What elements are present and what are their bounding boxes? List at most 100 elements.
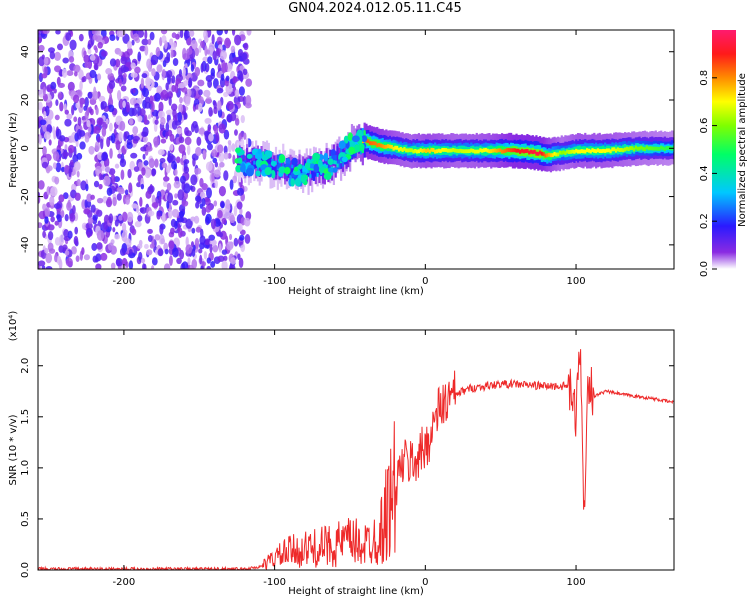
heatmap-noise-cell [38,222,43,229]
heatmap-ridge-cell [368,141,372,145]
heatmap-noise-cell [56,214,62,223]
heatmap-noise-cell [177,227,183,239]
heatmap-noise-cell [76,170,80,178]
heatmap-noise-cell [137,30,145,38]
heatmap-noise-cell [38,195,41,204]
heatmap-ridge-cell [481,148,484,153]
heatmap-ridge-cell [387,144,390,149]
heatmap-ridge-cell [253,148,256,163]
heatmap-noise-cell [206,143,213,151]
colorbar-tick-label: 0.2 [699,213,710,229]
heatmap-ridge-cell [453,148,457,153]
heatmap-ridge-cell [589,149,592,154]
heatmap-noise-cell [74,238,78,246]
heatmap-noise-cell [226,62,233,72]
heatmap-noise-cell [140,183,145,190]
heatmap-ridge-cell [372,141,375,146]
heatmap-noise-cell [64,214,69,222]
heatmap-ridge-cell [448,148,451,153]
heatmap-noise-cell [38,134,42,145]
heatmap-noise-cell [96,73,102,81]
heatmap-noise-cell [245,78,253,87]
heatmap-ridge-cell [450,148,453,153]
heatmap-noise-cell [69,212,76,222]
heatmap-noise-cell [219,50,227,61]
heatmap-noise-cell [86,193,93,203]
heatmap-noise-cell [233,205,238,217]
heatmap-ridge-cell [611,147,614,152]
heatmap-noise-cell [197,79,205,87]
y-tick-label: 40 [20,45,31,58]
x-tick-label: 0 [422,276,428,287]
heatmap-ridge-cell [412,149,415,154]
heatmap-noise-cell [128,118,134,125]
heatmap-ridge-blob [330,149,336,156]
heatmap-ridge-cell [533,149,536,154]
heatmap-noise-cell [54,176,60,185]
heatmap-ridge-cell [531,150,534,155]
heatmap-noise-cell [47,231,54,241]
bottom-plot-frame [37,329,675,571]
heatmap-noise-cell [139,196,143,207]
heatmap-noise-cell [143,160,149,166]
heatmap-noise-cell [233,237,239,247]
top-y-axis-label: Frequency (Hz) [8,112,19,188]
heatmap-ridge-cell [557,152,560,157]
heatmap-noise-cell [144,96,151,104]
heatmap-noise-cell [115,257,123,267]
heatmap-noise-cell [169,38,174,46]
heatmap-noise-cell [68,56,75,63]
heatmap-noise-cell [205,161,213,172]
heatmap-noise-cell [78,33,84,42]
heatmap-noise-cell [118,131,123,142]
heatmap-noise-cell [245,95,252,107]
heatmap-ridge-cell [506,147,509,152]
heatmap-noise-cell [145,145,153,152]
heatmap-noise-cell [200,228,204,238]
heatmap-noise-cell [44,207,51,218]
heatmap-noise-cell [63,103,67,112]
heatmap-noise-cell [107,104,115,113]
heatmap-noise-cell [208,234,216,241]
heatmap-noise-cell [174,83,179,94]
heatmap-noise-cell [246,30,252,36]
heatmap-noise-cell [83,254,91,261]
heatmap-noise-cell [122,66,130,73]
x-tick-label: 0 [422,577,428,588]
heatmap-noise-cell [183,112,188,120]
heatmap-ridge-cell [443,147,446,152]
heatmap-ridge-cell [258,162,261,177]
heatmap-ridge-blob [331,167,338,173]
heatmap-noise-cell [85,222,93,230]
heatmap-noise-cell [119,247,126,256]
heatmap-noise-cell [191,258,198,269]
heatmap-ridge-blob [264,166,272,176]
heatmap-noise-cell [168,240,175,250]
heatmap-noise-cell [199,191,206,200]
heatmap-ridge-cell [578,149,581,154]
heatmap-ridge-cell [430,147,433,152]
heatmap-noise-cell [169,227,175,235]
heatmap-noise-cell [236,187,244,196]
x-tick-label: -100 [263,276,286,287]
heatmap-noise-cell [64,109,69,115]
top-x-axis: -200 -100 0 100 [113,30,586,287]
heatmap-noise-cell [84,96,89,108]
heatmap-noise-cell [162,180,168,188]
heatmap-noise-cell [203,130,210,137]
heatmap-noise-cell [243,132,247,140]
heatmap-ridge-cell [397,147,401,152]
heatmap-noise-cell [90,204,96,213]
heatmap-noise-cell [149,31,155,41]
heatmap-noise-cell [195,201,200,209]
heatmap-noise-cell [110,262,116,269]
heatmap-noise-cell [68,167,72,178]
heatmap-noise-cell [45,252,53,264]
heatmap-noise-cell [141,87,150,98]
heatmap-ridge-cell [513,148,516,153]
heatmap-noise-cell [232,175,238,184]
heatmap-noise-cell [69,39,77,51]
heatmap-noise-cell [213,101,217,110]
heatmap-noise-cell [69,159,74,166]
heatmap-noise-cell [201,261,207,267]
